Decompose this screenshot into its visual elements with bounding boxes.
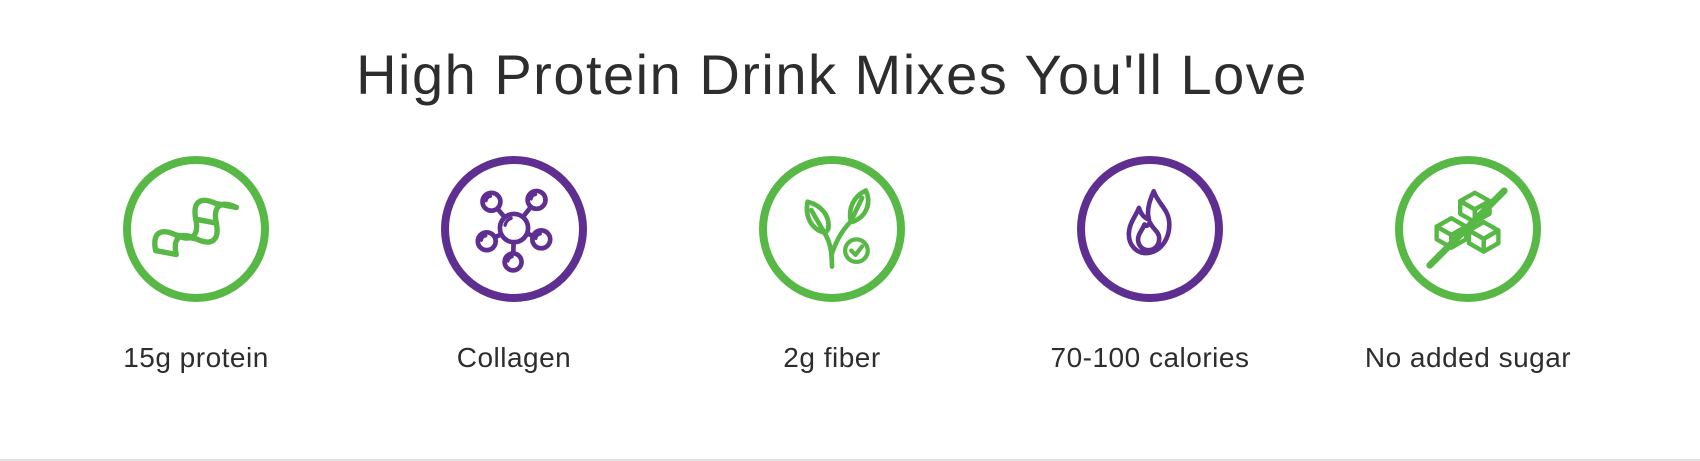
feature-protein: 15g protein bbox=[37, 155, 355, 374]
calories-flame-icon bbox=[1126, 188, 1172, 255]
fiber-circle bbox=[759, 155, 905, 302]
feature-label-protein: 15g protein bbox=[123, 341, 269, 373]
collagen-molecule-icon bbox=[475, 188, 553, 273]
feature-no-sugar: No added sugar bbox=[1309, 155, 1627, 374]
feature-fiber: 2g fiber bbox=[673, 155, 991, 374]
fiber-sprout-icon bbox=[804, 187, 871, 269]
feature-collagen: Collagen bbox=[355, 155, 673, 374]
bottom-divider bbox=[0, 459, 1700, 461]
no-added-sugar-icon bbox=[1426, 186, 1508, 269]
feature-label-calories: 70-100 calories bbox=[1050, 341, 1250, 373]
feature-label-fiber: 2g fiber bbox=[783, 341, 881, 373]
protein-ribbon-icon bbox=[152, 197, 240, 257]
feature-calories: 70-100 calories bbox=[991, 155, 1309, 374]
no-sugar-circle bbox=[1395, 155, 1541, 302]
calories-circle bbox=[1077, 155, 1223, 302]
protein-circle bbox=[123, 155, 269, 302]
banner: High Protein Drink Mixes You'll Love 15g… bbox=[37, 0, 1627, 374]
collagen-circle bbox=[441, 155, 587, 302]
page-title: High Protein Drink Mixes You'll Love bbox=[356, 43, 1308, 106]
feature-row: 15g protein bbox=[37, 155, 1627, 374]
feature-label-collagen: Collagen bbox=[456, 341, 572, 373]
feature-label-no-sugar: No added sugar bbox=[1364, 341, 1572, 373]
